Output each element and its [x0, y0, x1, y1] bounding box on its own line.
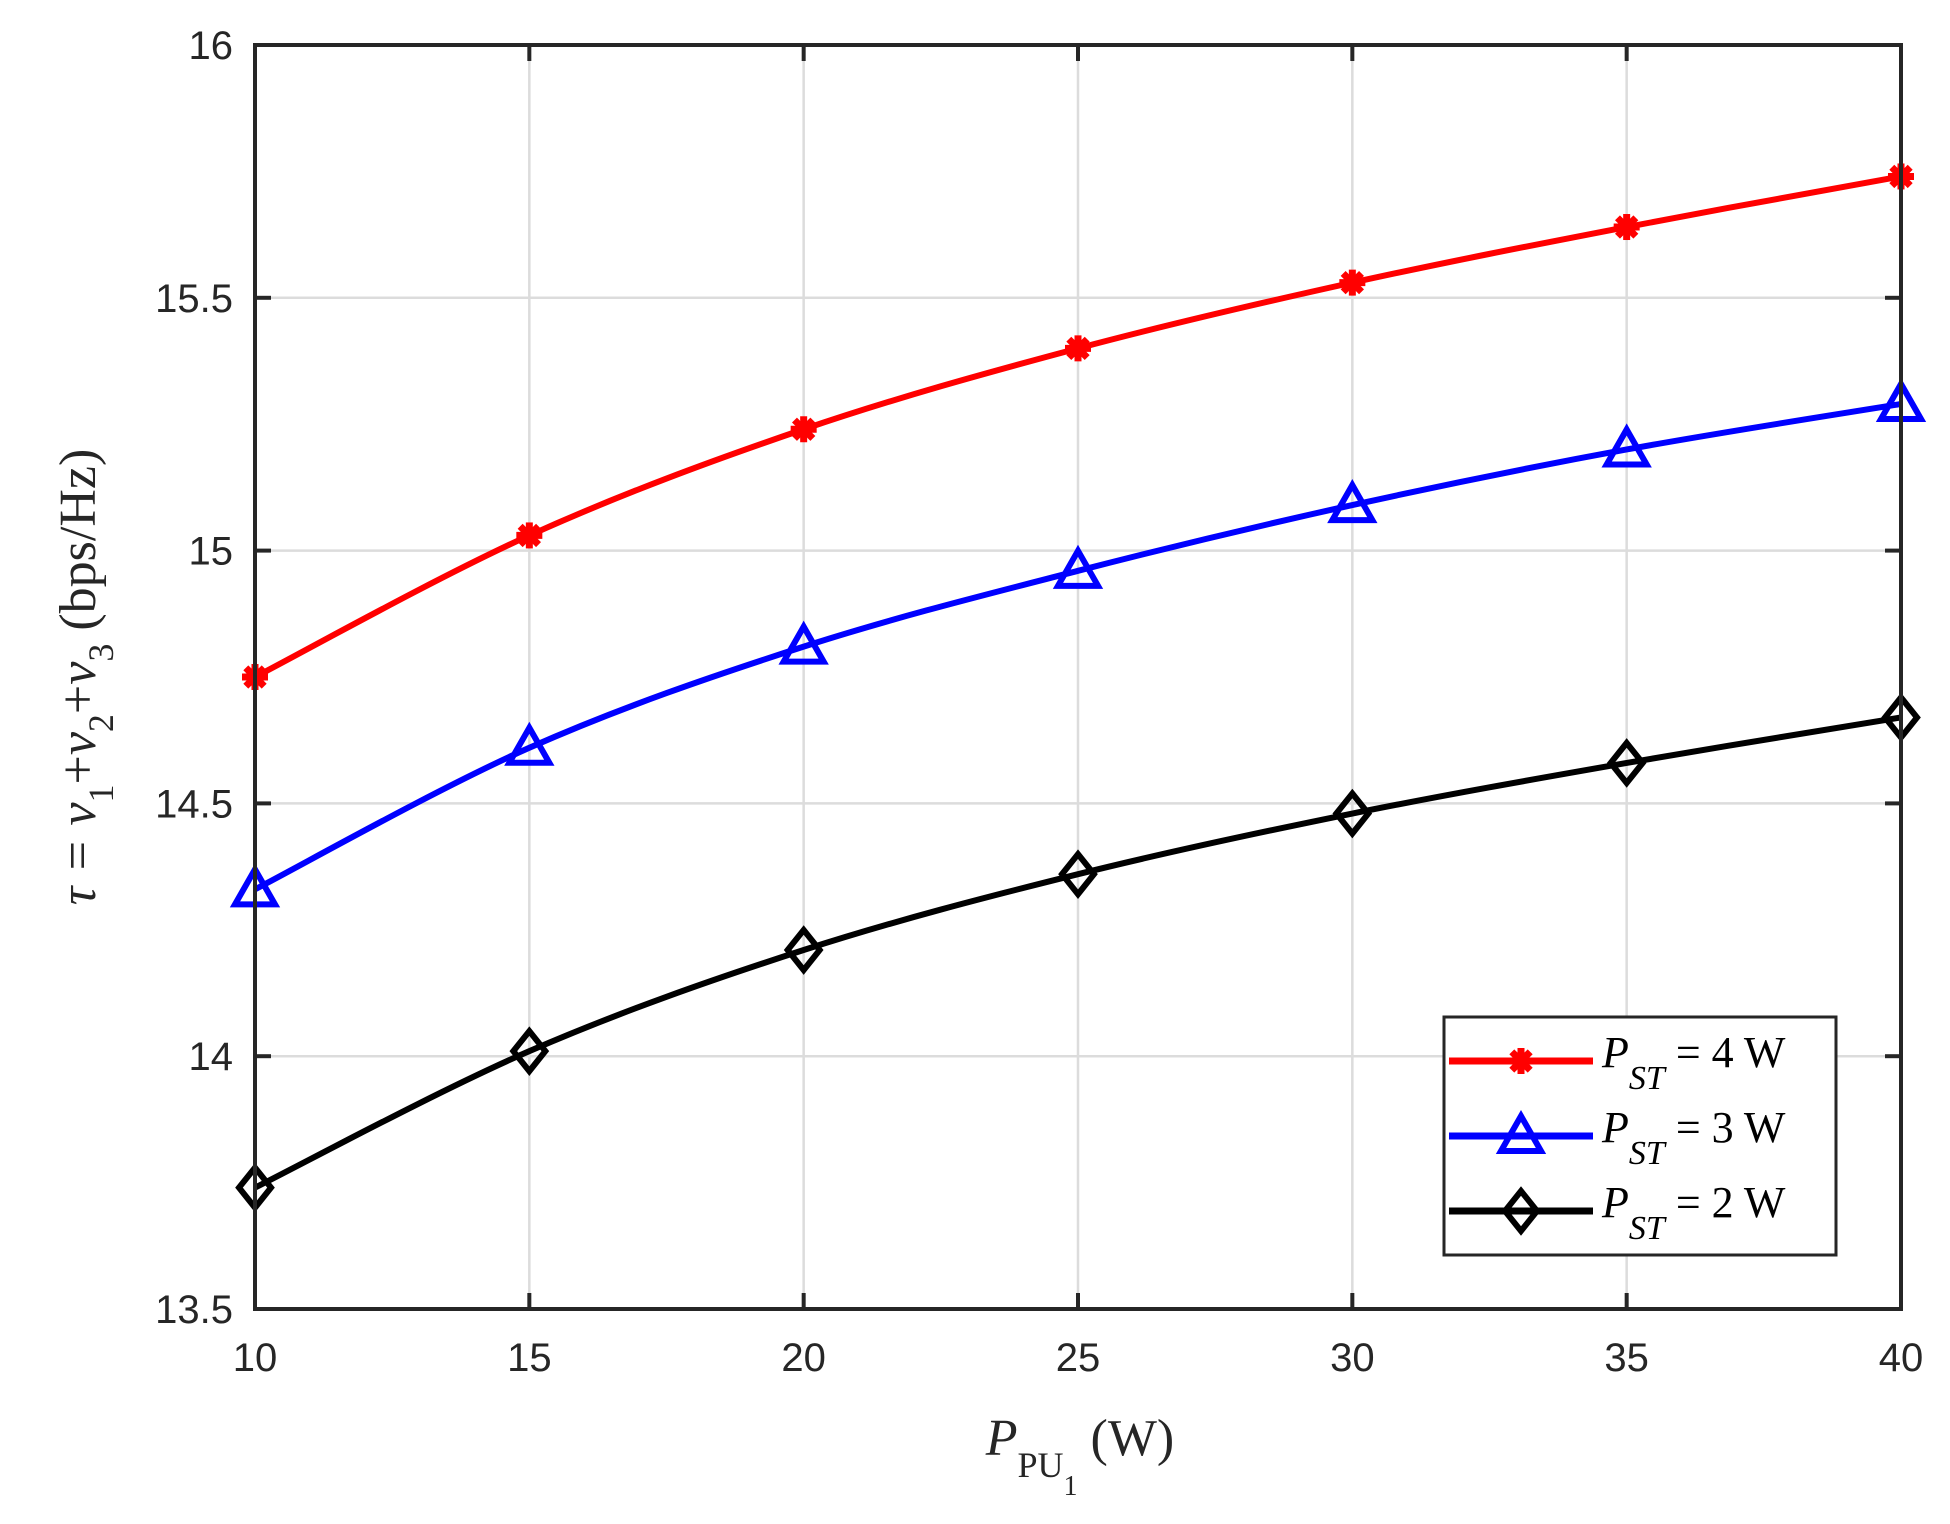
y-tick-label: 15.5 — [155, 277, 233, 321]
asterisk-center — [521, 527, 538, 544]
legend-label: PST = 3 W — [1601, 1103, 1786, 1172]
asterisk-marker — [1508, 1048, 1534, 1074]
triangle-marker — [1052, 544, 1104, 589]
x-tick-label: 30 — [1330, 1336, 1375, 1380]
legend-label: PST = 4 W — [1601, 1028, 1786, 1097]
series-group — [229, 163, 1927, 1213]
triangle-marker — [1495, 1109, 1547, 1154]
legend-entry: PST = 4 W — [1449, 1028, 1786, 1097]
y-tick-label: 16 — [189, 24, 234, 68]
x-axis-label: PPU1 (W) — [985, 1410, 1175, 1502]
triangle-marker — [778, 620, 829, 665]
series-line — [253, 714, 1902, 1191]
series-line — [253, 401, 1902, 893]
legend-label: PST = 2 W — [1601, 1178, 1786, 1247]
asterisk-marker — [1065, 335, 1091, 362]
x-tick-label: 35 — [1604, 1336, 1649, 1380]
diamond-marker — [1606, 738, 1647, 788]
asterisk-center — [1618, 219, 1635, 236]
asterisk-marker — [1339, 269, 1366, 296]
diamond-marker — [1501, 1186, 1541, 1236]
asterisk-marker — [790, 416, 817, 443]
y-tick-label: 14.5 — [155, 782, 233, 826]
triangle-marker — [1327, 479, 1378, 524]
legend-entry: PST = 2 W — [1449, 1178, 1786, 1247]
triangle-marker — [1601, 423, 1652, 468]
y-tick-label: 15 — [189, 530, 234, 574]
asterisk-marker — [1613, 214, 1640, 241]
asterisk-marker — [516, 522, 543, 549]
asterisk-center — [1344, 274, 1361, 291]
y-tick-label: 13.5 — [155, 1288, 233, 1332]
diamond-marker — [783, 925, 824, 975]
legend-entry: PST = 3 W — [1449, 1103, 1786, 1172]
asterisk-center — [795, 421, 812, 438]
x-tick-label: 40 — [1879, 1336, 1924, 1380]
y-tick-label: 14 — [189, 1035, 234, 1079]
x-tick-label: 25 — [1056, 1336, 1101, 1380]
x-tick-label: 15 — [507, 1336, 552, 1380]
x-tick-label: 10 — [233, 1336, 278, 1380]
diamond-marker — [1332, 788, 1373, 839]
y-axis-label: τ = v1+v2+v3 (bps/Hz) — [50, 449, 121, 906]
triangle-marker — [504, 721, 555, 766]
asterisk-center — [1513, 1053, 1529, 1069]
diamond-marker — [509, 1026, 550, 1076]
x-tick-label: 20 — [781, 1336, 826, 1380]
ticks: 10 15 20 25 30 35 40 13.5 14 14.5 15 15.5 16 — [155, 24, 1923, 1380]
diamond-marker — [1058, 849, 1098, 899]
asterisk-center — [1070, 340, 1086, 357]
